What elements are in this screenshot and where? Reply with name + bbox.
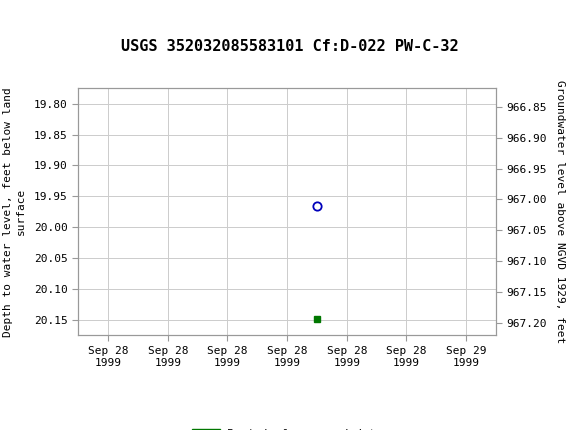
Y-axis label: Depth to water level, feet below land
surface: Depth to water level, feet below land su… bbox=[3, 87, 26, 337]
Legend: Period of approved data: Period of approved data bbox=[188, 425, 386, 430]
Y-axis label: Groundwater level above NGVD 1929, feet: Groundwater level above NGVD 1929, feet bbox=[555, 80, 565, 344]
Text: USGS: USGS bbox=[14, 12, 78, 33]
Text: USGS 352032085583101 Cf:D-022 PW-C-32: USGS 352032085583101 Cf:D-022 PW-C-32 bbox=[121, 39, 459, 54]
